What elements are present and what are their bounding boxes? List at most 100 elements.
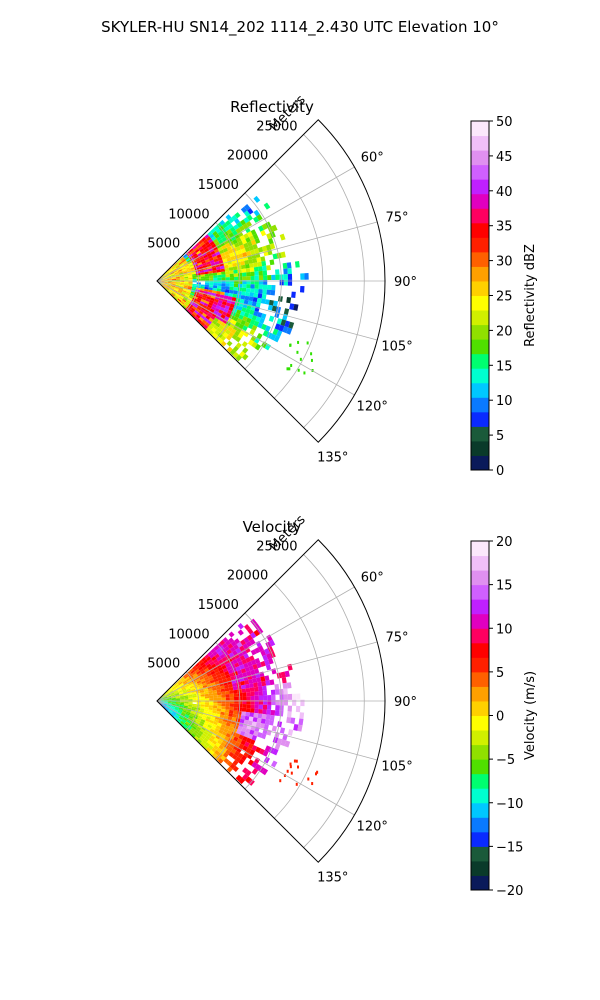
data-cell bbox=[183, 273, 188, 277]
data-cell bbox=[163, 698, 168, 700]
data-cell bbox=[261, 245, 268, 252]
data-cell bbox=[275, 269, 280, 275]
data-cell bbox=[163, 701, 168, 703]
data-cell bbox=[271, 694, 276, 701]
data-cell bbox=[186, 267, 191, 270]
data-cell bbox=[171, 703, 176, 705]
data-cell bbox=[195, 678, 201, 683]
data-cell bbox=[200, 698, 206, 701]
data-cell bbox=[171, 285, 176, 288]
data-cell bbox=[255, 640, 262, 648]
data-cell bbox=[182, 717, 188, 722]
data-cell bbox=[242, 353, 249, 361]
data-cell bbox=[240, 219, 247, 226]
data-cell bbox=[236, 237, 242, 243]
data-cell bbox=[185, 676, 190, 681]
data-cell bbox=[283, 274, 288, 280]
data-cell bbox=[266, 289, 272, 295]
data-cell bbox=[192, 703, 197, 706]
colorbar-tick-label: 30 bbox=[496, 255, 513, 270]
colorbar-tick-label: −15 bbox=[496, 840, 523, 855]
data-cell bbox=[181, 266, 186, 270]
data-cell bbox=[187, 304, 193, 309]
data-cell bbox=[186, 679, 192, 683]
data-cell bbox=[188, 717, 193, 721]
data-cell bbox=[250, 632, 257, 639]
data-cell bbox=[196, 719, 201, 723]
reflectivity-title: Reflectivity bbox=[230, 98, 314, 116]
data-cell bbox=[207, 688, 213, 692]
data-cell bbox=[174, 691, 179, 695]
data-cell bbox=[191, 671, 197, 676]
data-cell bbox=[265, 714, 271, 720]
data-cell bbox=[234, 741, 241, 748]
data-cell bbox=[257, 246, 264, 253]
data-cell bbox=[238, 743, 245, 750]
data-cell bbox=[219, 233, 226, 240]
data-cell bbox=[212, 650, 218, 657]
data-cell bbox=[214, 750, 220, 756]
data-cell bbox=[212, 246, 218, 251]
data-cell bbox=[221, 301, 227, 306]
colorbar-segment bbox=[471, 541, 489, 557]
data-cell bbox=[249, 708, 255, 713]
data-cell bbox=[217, 338, 224, 344]
grid-spoke bbox=[156, 280, 355, 396]
data-cell bbox=[215, 742, 221, 748]
data-cells bbox=[158, 195, 314, 375]
data-cell bbox=[182, 718, 187, 723]
data-cell bbox=[247, 339, 255, 346]
data-cell bbox=[226, 666, 232, 671]
data-cell bbox=[204, 282, 210, 286]
data-cell bbox=[190, 711, 196, 715]
data-cell bbox=[175, 697, 181, 700]
velocity-polar-plot: 500010000150002000025000Meters60°75°90°1… bbox=[147, 512, 417, 885]
data-cell bbox=[254, 275, 259, 281]
data-cell bbox=[235, 227, 242, 234]
data-cell bbox=[188, 297, 193, 301]
data-cell bbox=[218, 679, 224, 684]
data-cell bbox=[233, 316, 239, 322]
data-cell bbox=[251, 341, 258, 349]
data-cell bbox=[204, 693, 209, 697]
data-cell bbox=[202, 295, 207, 299]
data-cell bbox=[216, 732, 223, 737]
data-cell bbox=[286, 769, 289, 773]
data-cell bbox=[200, 702, 206, 705]
data-cell bbox=[275, 705, 280, 711]
data-cell bbox=[221, 228, 227, 234]
data-cell bbox=[196, 670, 201, 675]
data-cell bbox=[240, 260, 246, 266]
data-cell bbox=[304, 273, 309, 280]
data-cell bbox=[203, 659, 208, 664]
data-cell bbox=[218, 744, 224, 750]
data-cell bbox=[247, 208, 254, 215]
data-cell bbox=[179, 682, 184, 687]
data-cell bbox=[224, 267, 230, 272]
data-cell bbox=[240, 668, 247, 674]
data-cell bbox=[217, 283, 222, 287]
data-cell bbox=[268, 658, 274, 665]
data-cell bbox=[181, 711, 187, 715]
data-cell bbox=[212, 285, 218, 289]
data-cell bbox=[196, 680, 202, 684]
data-cell bbox=[175, 264, 180, 268]
data-cell bbox=[200, 696, 206, 699]
data-cell bbox=[205, 250, 211, 255]
data-cell bbox=[241, 658, 248, 665]
data-cell bbox=[209, 653, 215, 659]
data-cell bbox=[203, 710, 209, 715]
data-cell bbox=[221, 286, 226, 290]
data-cell bbox=[193, 724, 198, 729]
data-cell bbox=[199, 676, 205, 681]
data-cell bbox=[196, 260, 202, 264]
data-cell bbox=[162, 694, 167, 698]
data-cell bbox=[183, 673, 188, 678]
data-cell bbox=[171, 281, 177, 283]
data-cell bbox=[241, 341, 248, 348]
data-cell bbox=[206, 739, 212, 745]
data-cell bbox=[229, 276, 235, 281]
data-cell bbox=[234, 638, 241, 645]
data-cell bbox=[289, 762, 292, 766]
data-cell bbox=[228, 683, 233, 688]
